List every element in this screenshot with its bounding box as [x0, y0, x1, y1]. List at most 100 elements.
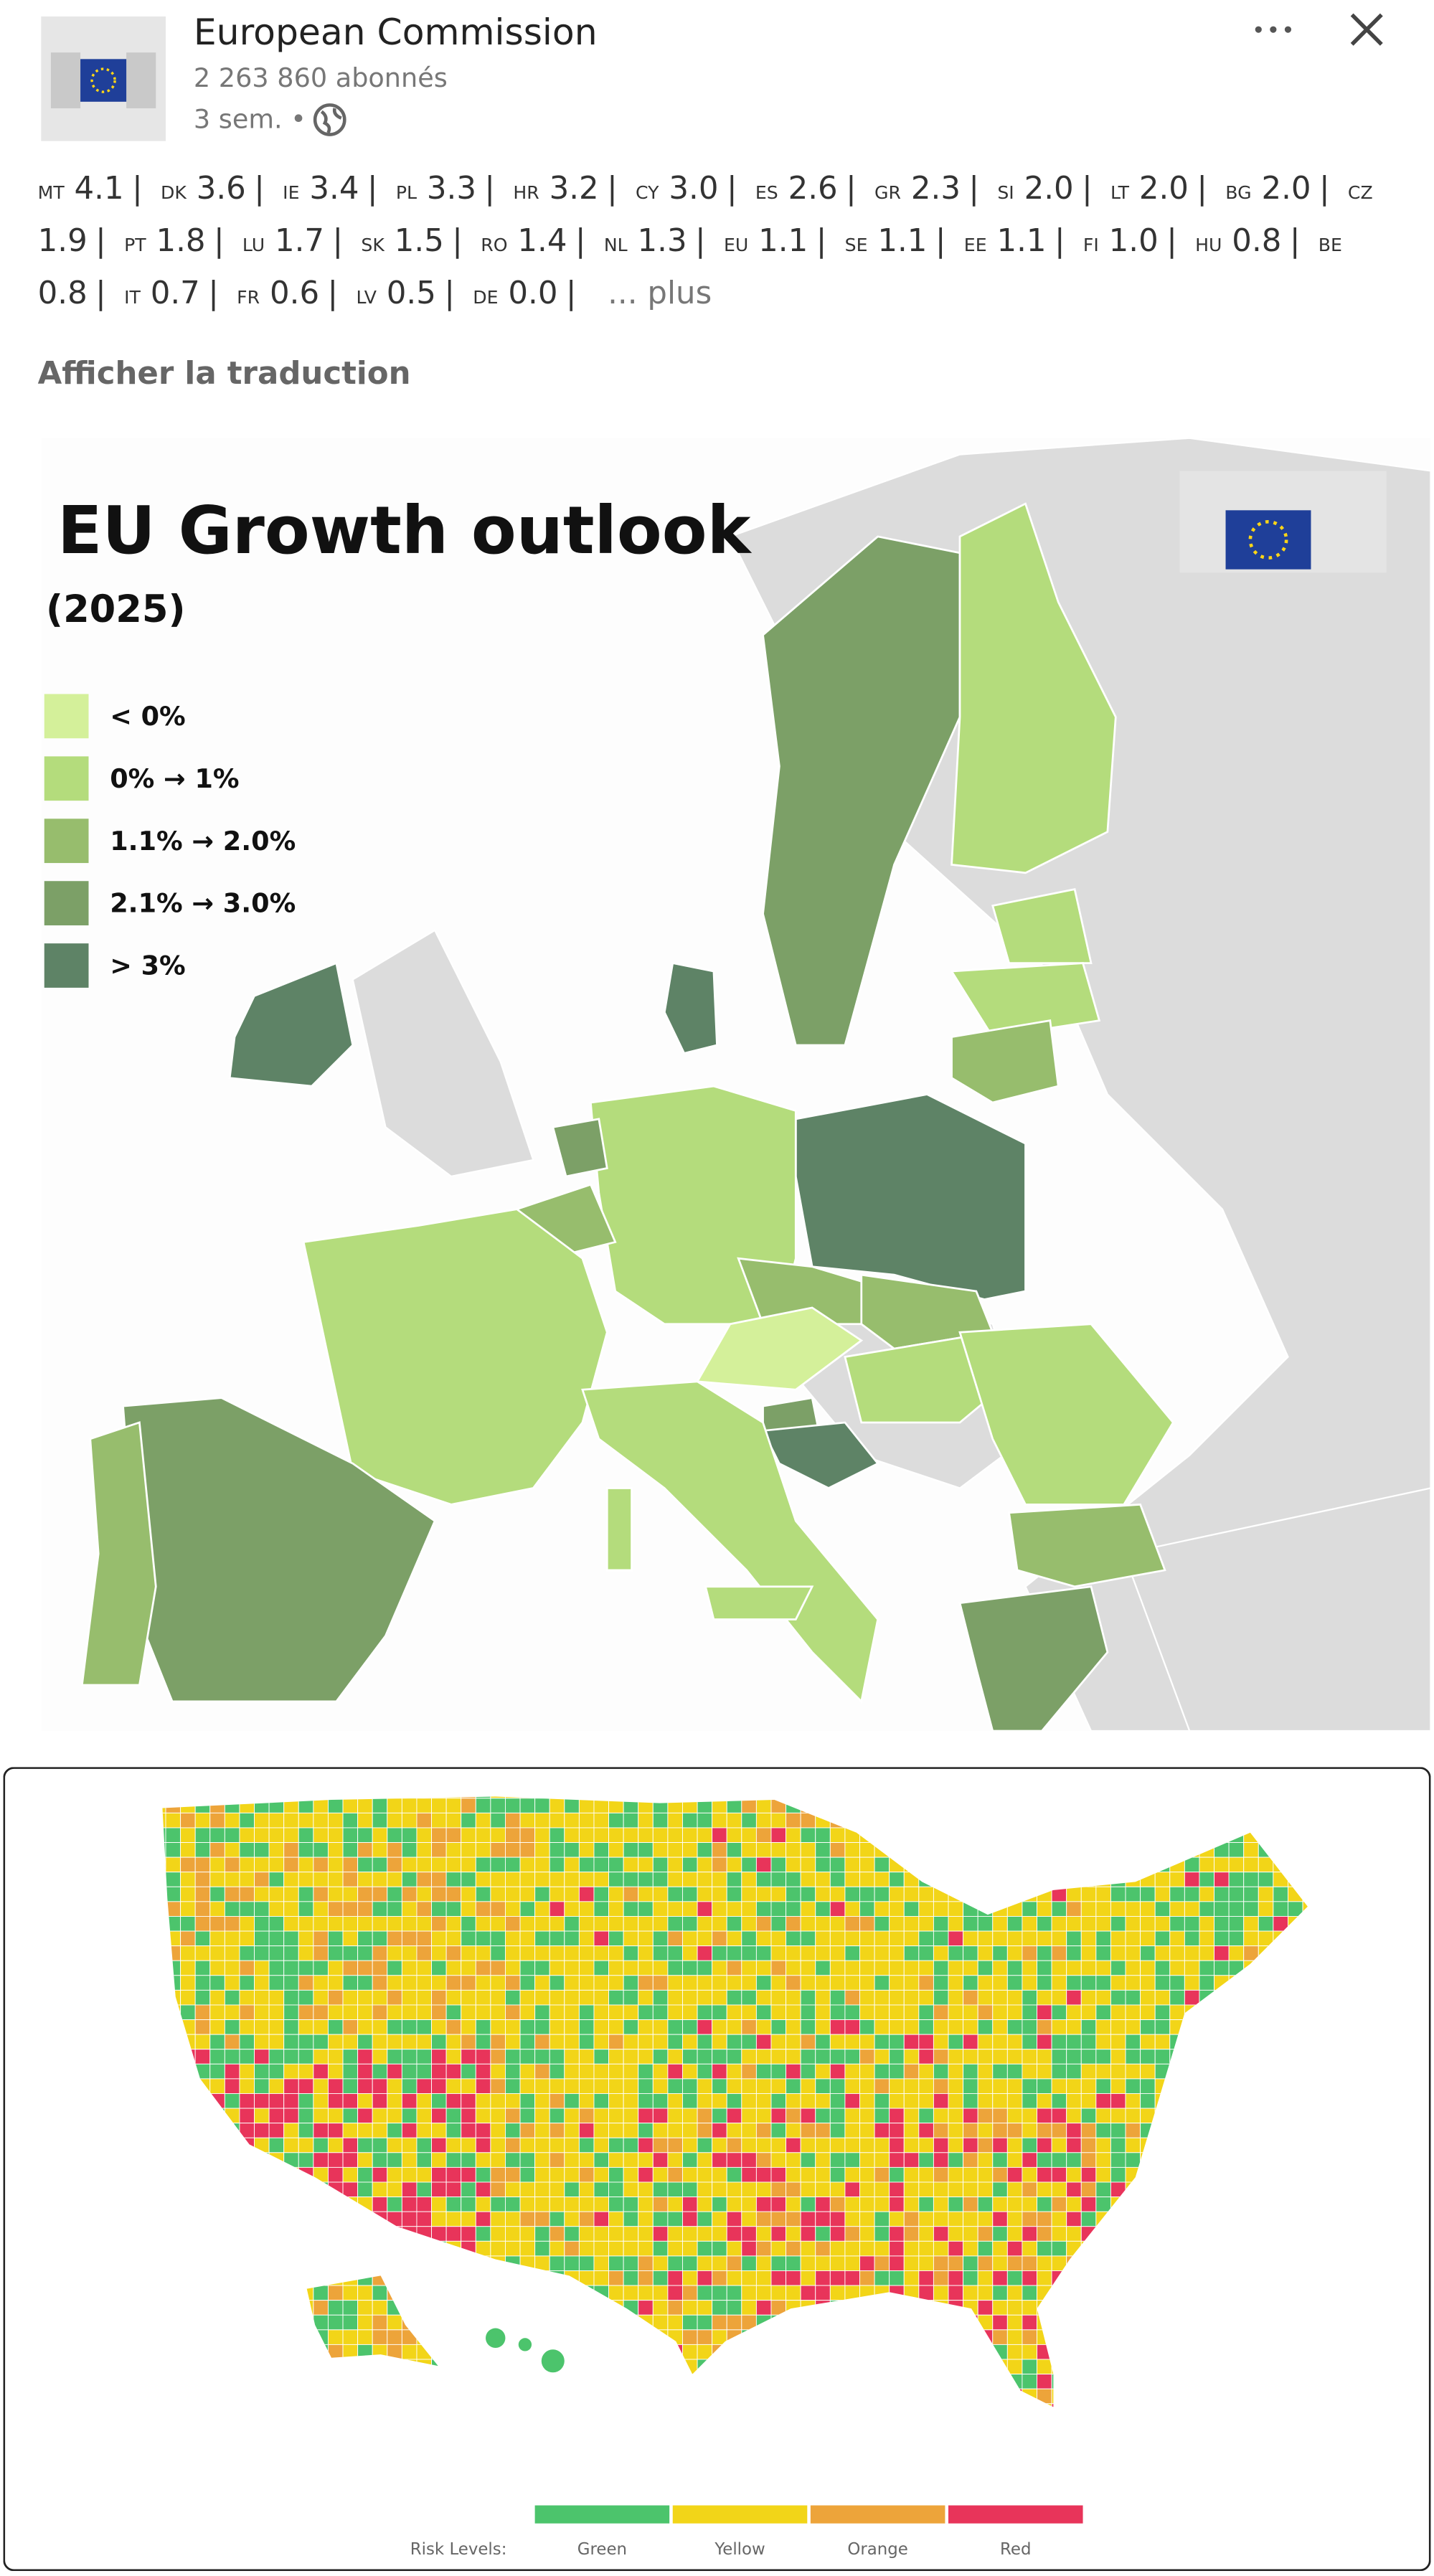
county: [623, 2078, 639, 2094]
county: [505, 2049, 521, 2065]
county: [1140, 1945, 1156, 1961]
county: [726, 1945, 742, 1961]
county: [342, 2329, 359, 2345]
county: [327, 1827, 344, 1843]
county: [963, 2226, 978, 2242]
separator: |: [846, 170, 857, 207]
country: [695, 1306, 864, 1391]
county: [638, 2123, 654, 2138]
county: [549, 1856, 565, 1873]
county: [445, 2226, 462, 2242]
county: [209, 2004, 225, 2021]
county: [416, 2063, 432, 2080]
county: [977, 1975, 994, 1991]
county: [726, 2240, 742, 2257]
county: [342, 1812, 359, 1829]
author-logo[interactable]: [41, 16, 166, 141]
county: [1273, 1901, 1288, 1917]
county: [608, 1872, 624, 1887]
county: [283, 1812, 299, 1829]
county: [874, 2181, 890, 2198]
county: [431, 2078, 447, 2094]
county: [977, 2211, 994, 2227]
county: [755, 2004, 772, 2021]
growth-value: 0.8: [37, 275, 88, 312]
county: [209, 2049, 225, 2065]
county: [948, 2166, 964, 2183]
see-more[interactable]: ... plus: [608, 275, 712, 312]
county: [903, 2034, 920, 2050]
county: [254, 2078, 270, 2094]
county: [726, 1856, 742, 1873]
county: [992, 2034, 1008, 2050]
county: [401, 1930, 418, 1947]
county: [889, 2063, 905, 2080]
county: [1125, 2019, 1141, 2035]
country: [228, 961, 354, 1088]
county: [490, 2093, 506, 2109]
author-name[interactable]: European Commission: [193, 13, 598, 55]
county: [1051, 1989, 1067, 2006]
county: [918, 1945, 934, 1961]
county: [608, 2240, 624, 2257]
county: [401, 1886, 418, 1902]
county: [342, 1915, 359, 1932]
county: [623, 2285, 639, 2301]
separator: |: [208, 275, 219, 312]
county: [726, 1930, 742, 1947]
county: [741, 2226, 757, 2242]
county: [786, 2211, 801, 2227]
county: [593, 2240, 610, 2257]
translate-link[interactable]: Afficher la traduction: [37, 356, 411, 392]
county: [1051, 2004, 1067, 2021]
county: [933, 2255, 949, 2271]
county: [726, 2152, 742, 2168]
county: [475, 2197, 491, 2212]
county: [889, 2108, 905, 2124]
county: [903, 2063, 920, 2080]
county: [755, 1827, 772, 1843]
close-button[interactable]: [1346, 8, 1388, 50]
county: [608, 2137, 624, 2153]
county: [209, 1901, 225, 1917]
county: [505, 1798, 521, 1813]
county: [431, 1872, 447, 1887]
county: [357, 1856, 373, 1873]
county: [578, 1856, 595, 1873]
county: [1125, 2004, 1141, 2021]
county: [1080, 1930, 1097, 1947]
county: [342, 1930, 359, 1947]
county: [652, 1989, 669, 2006]
county: [445, 1798, 462, 1813]
county: [1110, 2137, 1126, 2153]
county: [889, 1960, 905, 1976]
country-code: EE: [963, 227, 987, 258]
county: [519, 2197, 536, 2212]
county: [401, 2034, 418, 2050]
more-button[interactable]: [1247, 10, 1312, 49]
county: [755, 2285, 772, 2301]
county: [829, 1975, 846, 1991]
separator: |: [132, 170, 143, 207]
county: [638, 2049, 654, 2065]
growth-value: 0.7: [150, 275, 200, 312]
county: [874, 2255, 890, 2271]
county: [549, 1827, 565, 1843]
county: [755, 2181, 772, 2198]
county: [431, 2123, 447, 2138]
county: [342, 2300, 359, 2316]
county: [815, 2049, 831, 2065]
county: [682, 2314, 698, 2331]
county: [874, 2137, 890, 2153]
county: [829, 2181, 846, 2198]
county: [874, 1975, 890, 1991]
county: [298, 1842, 314, 1858]
county: [844, 2108, 860, 2124]
county: [1066, 2226, 1082, 2242]
county: [475, 1901, 491, 1917]
county: [1037, 2359, 1052, 2375]
county: [372, 1872, 388, 1887]
county: [461, 2078, 476, 2094]
county: [712, 1827, 727, 1843]
county: [224, 1960, 240, 1976]
